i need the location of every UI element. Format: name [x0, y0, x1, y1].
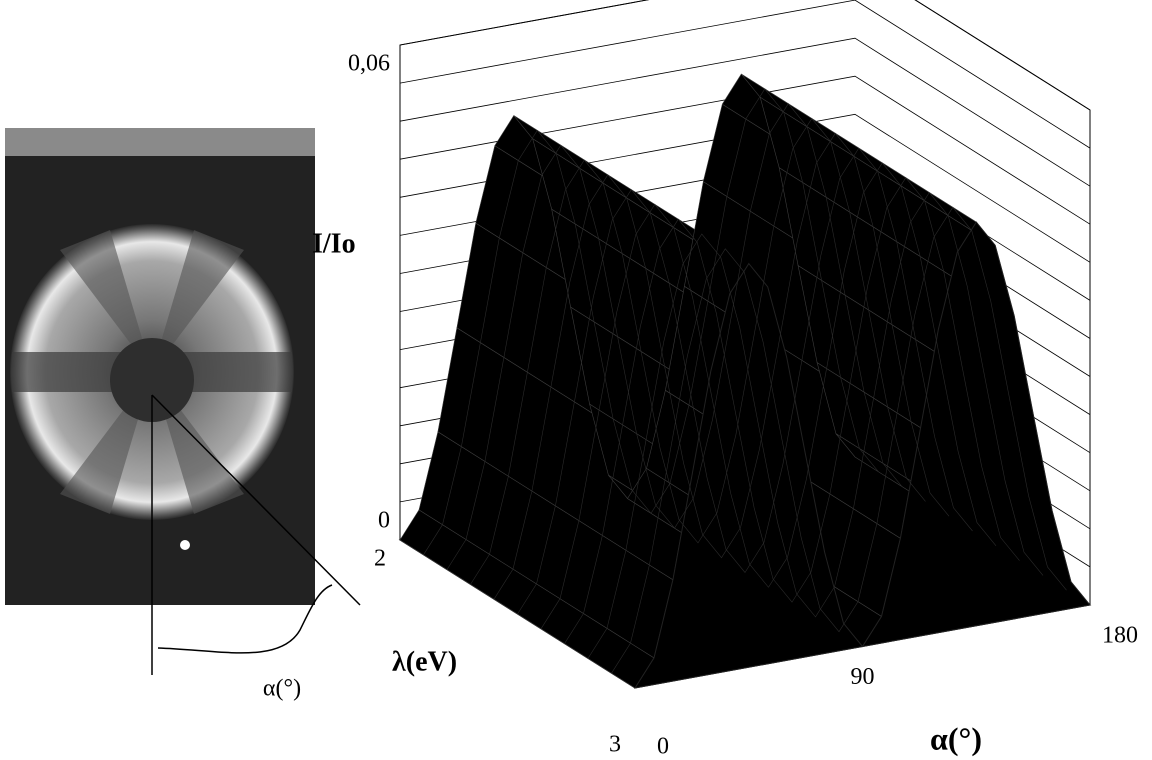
annotation-line — [151, 394, 361, 606]
surface-texture — [470, 117, 926, 585]
grid-line — [399, 0, 1091, 111]
wall-edge — [399, 0, 1091, 605]
z-axis-label: I/Io — [312, 228, 356, 259]
z-tick-label: 0 — [378, 508, 390, 534]
grid-line — [399, 37, 1091, 187]
grid-line — [399, 0, 1091, 149]
x-tick-label: 0 — [657, 734, 669, 760]
photo-center — [110, 338, 194, 422]
y-tick-label: 3 — [609, 732, 621, 758]
front-face — [633, 221, 1091, 689]
z-tick-label: 0,06 — [348, 51, 390, 77]
x-tick-label: 180 — [1102, 623, 1138, 649]
photo — [5, 128, 315, 605]
y-axis-label: λ(eV) — [392, 646, 457, 677]
surface-texture — [423, 88, 879, 555]
photo-top-band — [5, 128, 315, 156]
photo-annotation — [151, 394, 361, 675]
surface-texture — [587, 191, 1044, 659]
grid-line — [399, 75, 1091, 225]
annotation-arc — [157, 584, 333, 654]
surface-texture — [564, 177, 1020, 644]
y-tick-label: 2 — [374, 546, 386, 572]
photo-label: α(°) — [263, 676, 301, 702]
x-axis-label: α(°) — [930, 720, 982, 756]
surface-texture — [611, 206, 1067, 674]
surface-plot: 0 0,06 2 3 0 90 180 I/Io λ(eV) α(°) — [312, 0, 1138, 760]
surface-texture — [493, 132, 950, 600]
surface-texture — [540, 162, 997, 629]
photo-cross — [60, 230, 244, 514]
surface-texture — [517, 147, 973, 615]
surface-texture — [446, 103, 903, 570]
x-tick-label: 90 — [851, 664, 875, 690]
photo-spot — [180, 540, 190, 550]
